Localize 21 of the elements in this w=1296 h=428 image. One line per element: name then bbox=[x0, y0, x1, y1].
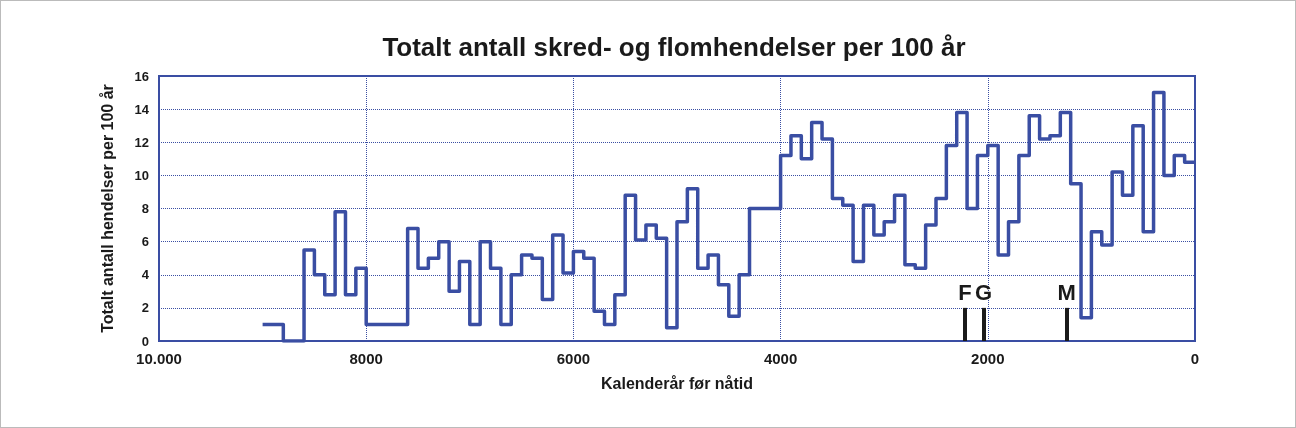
y-axis-title: Totalt antall hendelser per 100 år bbox=[98, 84, 116, 333]
chart-title: Totalt antall skred- og flomhendelser per 100 år bbox=[382, 32, 966, 62]
y-tick-label: 6 bbox=[141, 234, 149, 250]
ref-line-label: M bbox=[1057, 280, 1076, 306]
x-tick-label: 10.000 bbox=[136, 350, 182, 367]
x-tick-label: 2000 bbox=[971, 350, 1005, 367]
x-tick-label: 8000 bbox=[349, 350, 383, 367]
y-tick-label: 2 bbox=[141, 300, 149, 316]
y-tick-label: 14 bbox=[134, 101, 150, 117]
y-tick-label: 12 bbox=[134, 134, 149, 150]
y-tick-label: 16 bbox=[134, 68, 149, 84]
y-tick-label: 10 bbox=[134, 167, 149, 183]
ref-line-label: F bbox=[958, 280, 972, 306]
x-tick-label: 6000 bbox=[556, 350, 591, 367]
y-tick-label: 8 bbox=[141, 201, 149, 216]
ref-line-label: G bbox=[975, 280, 993, 306]
x-tick-label: 0 bbox=[1190, 350, 1200, 367]
x-tick-label: 4000 bbox=[763, 350, 798, 367]
y-tick-label: 0 bbox=[141, 333, 149, 349]
x-axis-title: Kalenderår før nåtid bbox=[600, 374, 754, 392]
y-tick-label: 4 bbox=[141, 267, 150, 283]
